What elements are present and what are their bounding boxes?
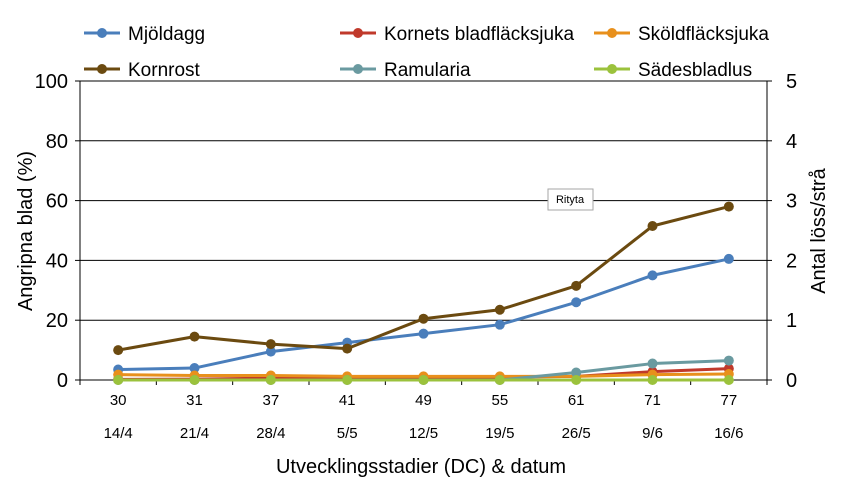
data-point: [265, 375, 276, 385]
legend-item: Mjöldagg: [84, 24, 205, 45]
y-tick-label: 20: [46, 310, 68, 332]
legend-swatch-marker: [607, 64, 617, 74]
legend-item: Ramularia: [340, 60, 471, 81]
series-3: [113, 201, 734, 356]
x-date-label: 21/4: [180, 425, 209, 442]
y-tick-label: 100: [35, 71, 68, 93]
series-line: [117, 205, 730, 352]
tooltip-box: [547, 188, 594, 211]
data-point: [113, 345, 124, 356]
x-date-label: 12/5: [409, 425, 438, 442]
x-date-label: 26/5: [562, 425, 591, 442]
data-point: [723, 375, 734, 385]
x-tick-label: 30: [110, 392, 127, 409]
data-point: [265, 339, 276, 350]
x-date-label: 16/6: [714, 425, 743, 442]
y2-tick-label: 3: [786, 191, 797, 213]
x-date-label: 9/6: [642, 425, 663, 442]
data-point: [189, 331, 200, 342]
axes: 0 20 40 60 80 100 0 1 2 3 4 5 30 31 37 41 49 55 61 71 77 14/4…: [35, 71, 798, 442]
y-tick-label: 0: [57, 370, 68, 392]
y-axis-label: Angripna blad (%): [15, 151, 37, 311]
tooltip-text: Rityta: [556, 194, 585, 206]
x-tick-label: 41: [339, 392, 356, 409]
data-point: [342, 375, 353, 385]
legend-item: Kornrost: [84, 60, 201, 81]
legend-label: Mjöldagg: [128, 24, 205, 45]
data-point: [113, 375, 124, 385]
data-point: [571, 367, 582, 378]
data-point: [189, 375, 200, 385]
legend-swatch-marker: [353, 28, 363, 38]
x-tick-label: 31: [186, 392, 203, 409]
legend-swatch-marker: [97, 28, 107, 38]
x-tick-label: 77: [720, 392, 737, 409]
legend: Mjöldagg Kornets bladfläcksjuka Sköldfläck…: [84, 24, 769, 81]
data-point: [723, 201, 734, 212]
legend-label: Ramularia: [384, 60, 471, 81]
data-point: [647, 221, 658, 232]
legend-swatch-marker: [353, 64, 363, 74]
x-date-label: 19/5: [485, 425, 514, 442]
x-tick-label: 55: [491, 392, 508, 409]
data-point: [494, 319, 505, 330]
x-date-label: 5/5: [337, 425, 358, 442]
x-axis-label: Utvecklingsstadier (DC) & datum: [276, 456, 566, 478]
data-point: [342, 343, 353, 354]
x-date-label: 14/4: [104, 425, 133, 442]
legend-item: Kornets bladfläcksjuka: [340, 24, 575, 45]
series-5: [113, 375, 734, 385]
data-point: [265, 346, 276, 357]
data-point: [418, 375, 429, 385]
y-tick-label: 80: [46, 131, 68, 153]
y2-tick-label: 0: [786, 370, 797, 392]
data-point: [723, 253, 734, 264]
x-tick-label: 49: [415, 392, 432, 409]
x-tick-label: 61: [568, 392, 585, 409]
data-point: [189, 363, 200, 374]
data-point: [571, 375, 582, 385]
data-point: [647, 358, 658, 369]
data-point: [494, 375, 505, 385]
data-point: [723, 355, 734, 366]
legend-label: Kornets bladfläcksjuka: [384, 24, 575, 45]
y-tick-label: 40: [46, 250, 68, 272]
gridlines: [80, 80, 767, 321]
y2-axis-label: Antal löss/strå: [808, 167, 830, 293]
data-point: [418, 313, 429, 324]
y2-tick-label: 4: [786, 131, 797, 153]
legend-label: Sädesbladlus: [638, 60, 752, 81]
y2-tick-label: 2: [786, 250, 797, 272]
x-tick-label: 71: [644, 392, 661, 409]
legend-item: Sädesbladlus: [594, 60, 752, 81]
data-point: [647, 270, 658, 281]
data-point: [647, 375, 658, 385]
y-tick-label: 60: [46, 191, 68, 213]
data-point: [571, 280, 582, 291]
legend-label: Sköldfläcksjuka: [638, 24, 769, 45]
legend-swatch-marker: [97, 64, 107, 74]
plot-area-tooltip: Rityta: [547, 188, 594, 211]
data-point: [494, 304, 505, 315]
data-point: [571, 297, 582, 308]
legend-label: Kornrost: [128, 60, 201, 81]
x-date-label: 28/4: [256, 425, 285, 442]
y2-tick-label: 1: [786, 310, 797, 332]
legend-swatch-marker: [607, 28, 617, 38]
series-0: [113, 253, 734, 375]
y2-tick-label: 5: [786, 71, 797, 93]
data-point: [418, 328, 429, 339]
series-layer: [113, 201, 734, 385]
legend-item: Sköldfläcksjuka: [594, 24, 769, 45]
x-tick-label: 37: [262, 392, 279, 409]
